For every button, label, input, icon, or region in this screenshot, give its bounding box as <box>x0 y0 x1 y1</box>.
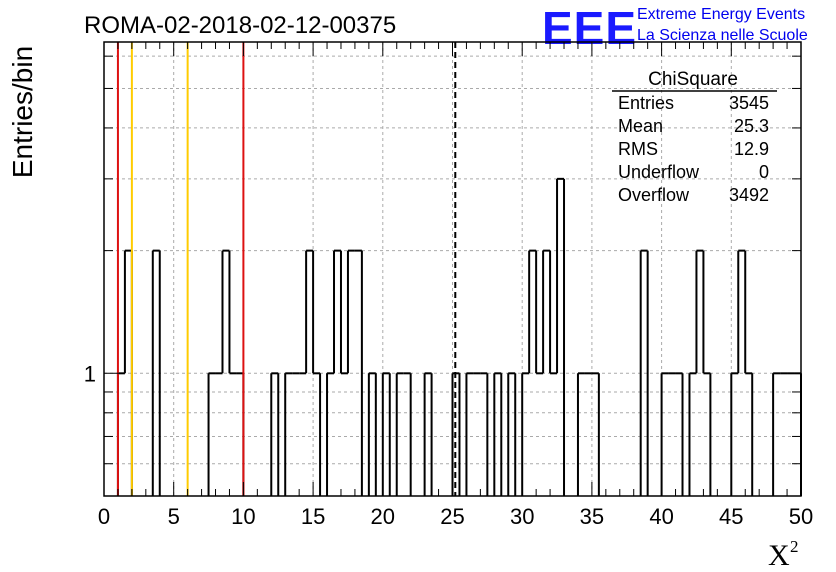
x-axis-label-superscript: 2 <box>790 537 799 556</box>
eee-logo: EEE Extreme Energy Events La Scienza nel… <box>542 2 808 54</box>
x-tick-label-50: 50 <box>789 504 813 529</box>
x-axis-label-group: X 2 <box>768 537 799 572</box>
x-tick-label-45: 45 <box>719 504 743 529</box>
y-axis-label: Entries/bin <box>7 46 38 178</box>
logo-line-2: La Scienza nelle Scuole <box>637 27 808 44</box>
stats-label-mean: Mean <box>618 116 663 136</box>
x-tick-label-10: 10 <box>231 504 255 529</box>
x-tick-label-35: 35 <box>580 504 604 529</box>
logo-line-1: Extreme Energy Events <box>637 6 805 23</box>
x-axis-label: X <box>768 539 790 572</box>
x-tick-label-0: 0 <box>98 504 110 529</box>
marker-lines <box>116 42 457 496</box>
y-axis-ticks: 1 <box>84 55 801 465</box>
stats-box: ChiSquare Entries 3545 Mean 25.3 RMS 12.9 Unde… <box>612 69 777 205</box>
chart-title: ROMA-02-2018-02-12-00375 <box>84 12 396 39</box>
y-tick-label-1: 1 <box>84 361 96 386</box>
stats-title: ChiSquare <box>648 69 738 90</box>
stats-value-mean: 25.3 <box>734 116 769 136</box>
x-tick-label-40: 40 <box>649 504 673 529</box>
stats-label-underflow: Underflow <box>618 162 700 182</box>
x-tick-label-15: 15 <box>301 504 325 529</box>
histogram-bars <box>116 177 802 496</box>
stats-value-entries: 3545 <box>729 93 769 113</box>
x-axis-ticks: 0 5 10 15 20 25 30 35 40 45 50 <box>98 42 813 529</box>
x-tick-label-20: 20 <box>371 504 395 529</box>
stats-label-overflow: Overflow <box>618 185 690 205</box>
stats-value-underflow: 0 <box>759 162 769 182</box>
stats-label-entries: Entries <box>618 93 674 113</box>
logo-letters: EEE <box>542 2 637 54</box>
stats-value-rms: 12.9 <box>734 139 769 159</box>
stats-value-overflow: 3492 <box>729 185 769 205</box>
x-tick-label-5: 5 <box>168 504 180 529</box>
stats-label-rms: RMS <box>618 139 658 159</box>
x-tick-label-30: 30 <box>510 504 534 529</box>
x-tick-label-25: 25 <box>440 504 464 529</box>
